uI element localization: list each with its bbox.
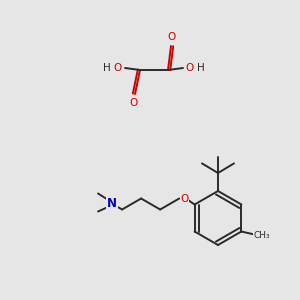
Text: O: O: [180, 194, 188, 203]
Text: O: O: [168, 32, 176, 42]
Text: O: O: [186, 63, 194, 73]
Text: CH₃: CH₃: [253, 231, 270, 240]
Text: O: O: [114, 63, 122, 73]
Text: H: H: [103, 63, 111, 73]
Text: O: O: [130, 98, 138, 108]
Text: N: N: [107, 197, 117, 210]
Text: H: H: [197, 63, 205, 73]
